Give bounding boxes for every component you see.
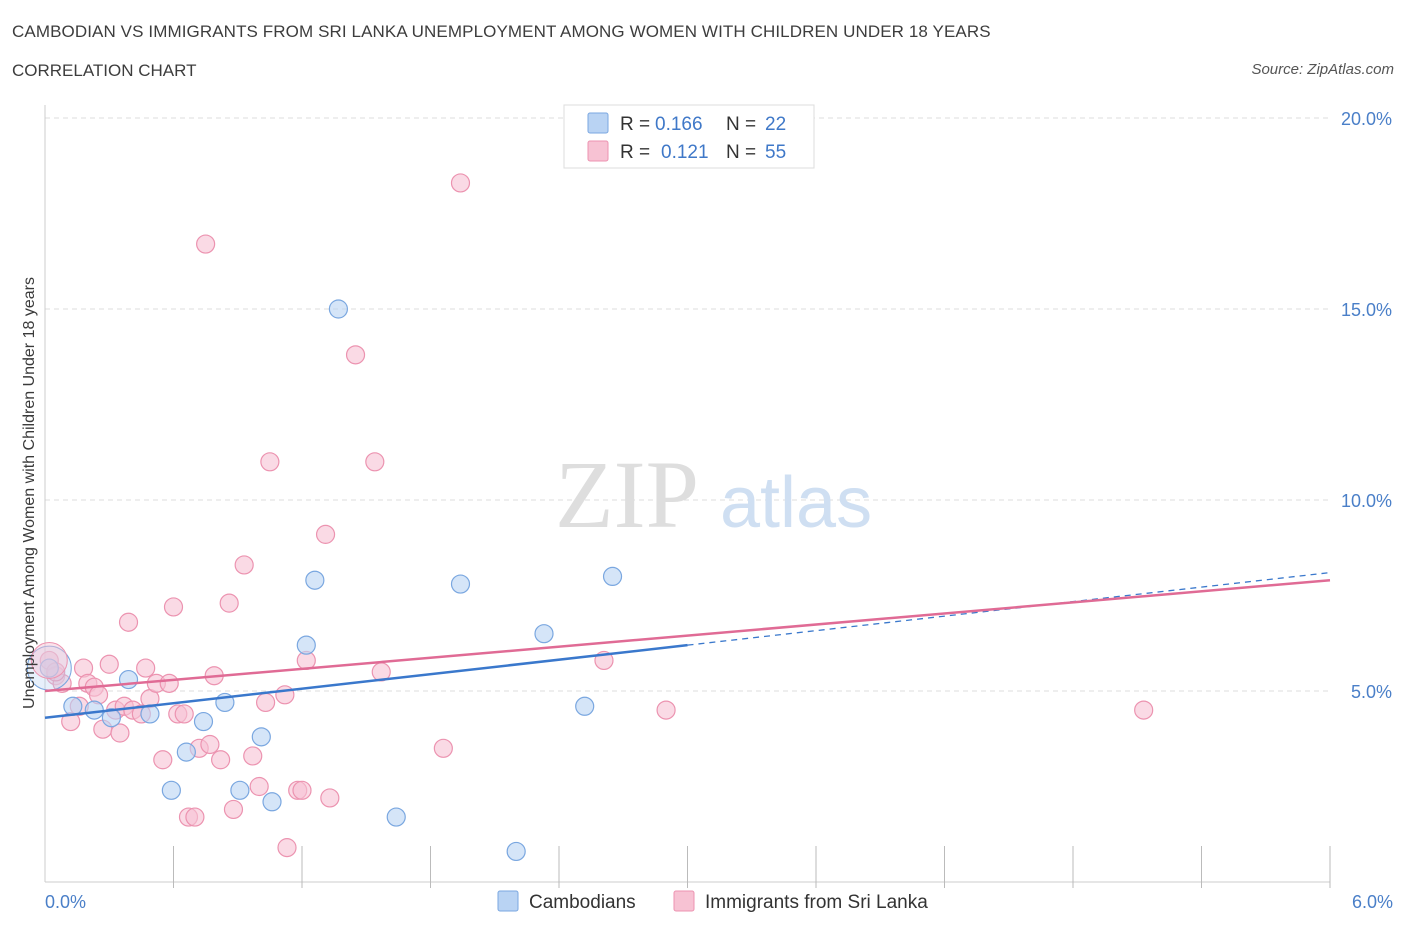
watermark-atlas: atlas xyxy=(720,463,872,543)
legend-swatch-sri-lanka xyxy=(587,140,609,162)
legend-n-value-sri-lanka: 55 xyxy=(765,142,786,163)
cambodian-point xyxy=(251,727,271,747)
cambodian-point xyxy=(296,635,316,655)
cambodian-point xyxy=(39,658,59,678)
legend-n-value-cambodians: 22 xyxy=(765,114,786,135)
cambodian-point xyxy=(161,780,181,800)
sri-lanka-point xyxy=(320,788,340,808)
sri-lanka-point xyxy=(219,593,239,613)
legend-r-label-cambodians: R = xyxy=(620,114,650,135)
source-credit: Source: ZipAtlas.com xyxy=(1251,61,1394,78)
cambodian-point xyxy=(305,570,325,590)
sri-lanka-point xyxy=(234,555,254,575)
chart-title: CAMBODIAN VS IMMIGRANTS FROM SRI LANKA U… xyxy=(12,22,991,41)
cambodian-point xyxy=(262,792,282,812)
x-tick-label-max: 6.0% xyxy=(1352,892,1393,912)
y-tick-label: 10.0% xyxy=(1341,491,1392,511)
watermark-zip: ZIP xyxy=(555,441,699,548)
legend-n-label-cambodians: N = xyxy=(726,114,756,135)
sri-lanka-point xyxy=(260,452,280,472)
cambodian-point xyxy=(176,742,196,762)
y-tick-label: 5.0% xyxy=(1351,682,1392,702)
sri-lanka-point xyxy=(249,776,269,797)
cambodian-point xyxy=(534,624,554,644)
sri-lanka-point xyxy=(315,524,336,544)
legend-bottom-swatch-cambodians xyxy=(497,890,519,912)
legend-swatch-cambodians xyxy=(587,112,609,134)
legend-bottom-label-cambodians: Cambodians xyxy=(529,892,636,913)
x-tick-label-min: 0.0% xyxy=(45,892,86,912)
sri-lanka-trend-line xyxy=(44,578,1331,693)
legend-r-label-sri-lanka: R = xyxy=(620,142,650,163)
legend-n-label-sri-lanka: N = xyxy=(726,142,756,163)
sri-lanka-point xyxy=(433,738,453,758)
cambodians-trend-line xyxy=(44,643,688,719)
sri-lanka-point xyxy=(196,234,216,254)
sri-lanka-point-cluster xyxy=(30,641,68,679)
cambodian-point xyxy=(506,841,526,862)
sri-lanka-point xyxy=(255,692,276,713)
data-points xyxy=(26,173,1154,862)
sri-lanka-point xyxy=(365,452,385,472)
sri-lanka-point xyxy=(110,723,130,743)
sri-lanka-point xyxy=(163,597,184,617)
y-tick-label: 20.0% xyxy=(1341,109,1392,129)
cambodian-point xyxy=(602,566,623,587)
legend-bottom-swatch-sri-lanka xyxy=(673,890,695,912)
y-axis-title: Unemployment Among Women with Children U… xyxy=(21,277,38,709)
cambodian-point xyxy=(118,669,139,690)
sri-lanka-point xyxy=(345,345,366,365)
legend-top: R = 0.166 N = 22 R = 0.121 N = 55 xyxy=(563,104,815,169)
cambodian-point xyxy=(84,700,104,720)
sri-lanka-point xyxy=(118,612,139,632)
sri-lanka-point xyxy=(243,746,263,766)
cambodian-point xyxy=(101,708,121,728)
sri-lanka-point xyxy=(292,780,312,800)
sri-lanka-point xyxy=(159,673,179,693)
trend-lines xyxy=(44,571,1331,719)
cambodian-point xyxy=(328,299,349,319)
sri-lanka-point xyxy=(223,799,244,820)
sri-lanka-point xyxy=(136,658,156,678)
y-tick-label: 15.0% xyxy=(1341,300,1392,320)
sri-lanka-point xyxy=(211,750,231,770)
legend-bottom: Cambodians Immigrants from Sri Lanka xyxy=(497,890,928,913)
legend-r-value-sri-lanka: 0.121 xyxy=(661,142,709,163)
cambodian-point xyxy=(386,807,406,827)
sri-lanka-point xyxy=(277,838,297,858)
sri-lanka-point xyxy=(450,173,471,193)
sri-lanka-point xyxy=(1134,700,1154,720)
cambodian-point xyxy=(63,696,83,716)
cambodian-point xyxy=(230,780,250,800)
sri-lanka-point xyxy=(656,700,676,720)
chart-subtitle: CORRELATION CHART xyxy=(12,61,197,80)
legend-r-value-cambodians: 0.166 xyxy=(655,114,703,135)
cambodian-point xyxy=(193,711,214,732)
cambodian-point xyxy=(450,574,471,594)
sri-lanka-point xyxy=(185,807,205,827)
sri-lanka-point xyxy=(174,704,194,724)
sri-lanka-point xyxy=(200,734,220,755)
sri-lanka-point xyxy=(275,685,295,705)
cambodian-point xyxy=(575,696,595,716)
axes: 5.0% 10.0% 15.0% 20.0% 0.0% 6.0% xyxy=(44,105,1393,912)
legend-bottom-label-sri-lanka: Immigrants from Sri Lanka xyxy=(705,892,928,913)
watermark: ZIP atlas xyxy=(555,441,872,548)
sri-lanka-point xyxy=(99,654,119,674)
sri-lanka-point xyxy=(153,750,173,770)
